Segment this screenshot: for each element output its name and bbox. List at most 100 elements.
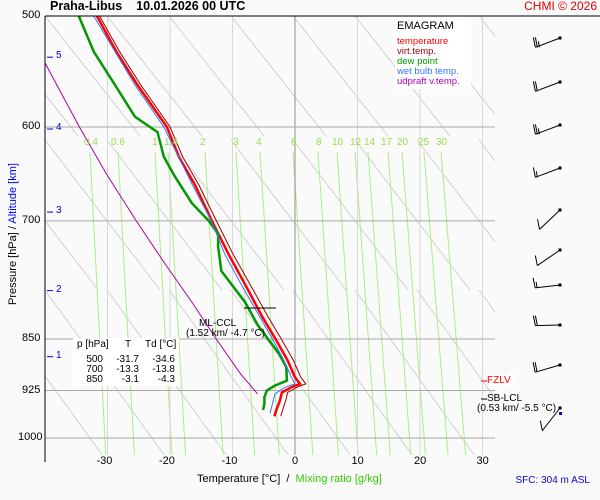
- dry-adiabat: [416, 139, 495, 243]
- temperature-tick-label: -30: [96, 455, 113, 467]
- dry-adiabat: [0, 16, 16, 136]
- wind-barb-flag: [534, 37, 538, 48]
- mixing-ratio-label: 0.6: [111, 137, 125, 148]
- pressure-tick-label: 925: [22, 383, 41, 396]
- mixing-ratio-label: 0.4: [84, 137, 98, 148]
- legend-item-updraft: udpraft v.temp.: [397, 76, 460, 87]
- table-header-t: T: [125, 339, 132, 350]
- mixing-ratio-line: [167, 151, 187, 455]
- table-header-p: p [hPa]: [77, 339, 109, 350]
- altitude-tick-label: 3: [56, 205, 62, 217]
- legend-item-temperature: temperature: [397, 36, 449, 47]
- mixing-ratio-label: 25: [418, 137, 430, 148]
- wind-barb-station-dot: [558, 363, 562, 367]
- wind-barb-station-dot: [558, 406, 562, 410]
- temperature-tick-label: 0: [292, 455, 299, 467]
- temperature-tick-label: 10: [351, 455, 364, 467]
- dry-adiabat: [478, 139, 495, 162]
- wind-barb-flag: [532, 277, 536, 288]
- mixing-ratio-label: 6: [291, 137, 297, 148]
- sb-lcl-label: SB-LCL: [487, 393, 523, 404]
- mixing-ratio-label: 1.4: [164, 137, 178, 148]
- wind-barb-half-flag: [535, 171, 538, 178]
- pressure-tick-label: 500: [22, 9, 41, 21]
- dry-adiabat: [230, 139, 347, 291]
- wind-barb-station-dot: [558, 323, 562, 327]
- wind-barb-shaft: [535, 167, 561, 178]
- series-line-wet-bulb-temp: [93, 16, 296, 414]
- wind-barb-flag: [534, 362, 538, 373]
- pressure-axis-label: Pressure [hPa]: [7, 232, 19, 305]
- wind-barb-flag: [532, 362, 536, 373]
- wind-barb-shaft: [535, 81, 561, 92]
- mixing-ratio-label: 1: [152, 137, 158, 148]
- table-cell: -13.3: [116, 364, 139, 375]
- mixing-ratio-line: [154, 151, 173, 455]
- mixing-ratio-line: [354, 151, 378, 455]
- copyright: CHMI © 2026: [524, 0, 597, 13]
- mixing-ratio-line: [317, 151, 339, 455]
- wind-barb-shaft: [537, 249, 561, 266]
- legend: EMAGRAM temperature virt.temp. dew point…: [395, 17, 471, 89]
- wind-barb-flag: [534, 315, 538, 326]
- pressure-tick-label: 850: [22, 332, 41, 345]
- x-axis-label: Temperature [°C] / Mixing ratio [g/kg]: [197, 473, 382, 485]
- dry-adiabat: [45, 220, 99, 291]
- temperature-tick-label: 30: [476, 455, 489, 467]
- wind-barb: [532, 362, 562, 373]
- wind-barb-station-dot: [558, 208, 562, 212]
- wind-barb-flag: [532, 81, 536, 92]
- temperature-tick-label: -10: [221, 455, 238, 467]
- dry-adiabat: [45, 93, 79, 137]
- table-cell: -3.1: [121, 374, 139, 385]
- legend-item-dew-point: dew point: [397, 56, 438, 67]
- pressure-tick-label: 1000: [18, 431, 43, 443]
- dry-adiabat: [230, 16, 327, 137]
- wind-barb-flag: [534, 255, 538, 266]
- dry-adiabat: [45, 374, 103, 455]
- dry-adiabat: [541, 140, 600, 290]
- wind-barb-flag: [534, 81, 538, 92]
- mixing-ratio-line: [387, 151, 412, 455]
- mixing-ratio-line: [235, 151, 256, 455]
- wind-barb: [537, 208, 562, 230]
- wind-barb-flag: [539, 420, 543, 431]
- mixing-ratio-line: [89, 151, 107, 455]
- wind-barb-station-dot: [558, 248, 562, 252]
- wind-barb-shaft: [535, 284, 561, 289]
- table-cell: -31.7: [116, 354, 139, 365]
- wind-barb-flag: [537, 219, 541, 230]
- wind-barb-half-flag: [537, 128, 540, 135]
- sb-lcl-value: (0.53 km/ -5.5 °C): [477, 403, 557, 414]
- mixing-ratio-line: [401, 151, 426, 455]
- dry-adiabat: [106, 16, 203, 137]
- mixing-ratio-label: 4: [256, 137, 262, 148]
- dry-adiabat: [168, 289, 289, 455]
- pressure-tick-label: 700: [22, 213, 41, 226]
- mixing-ratio-label: 10: [332, 137, 344, 148]
- table-cell: -13.8: [152, 364, 175, 375]
- mixing-ratio-line: [336, 151, 359, 455]
- table-cell: -4.3: [157, 374, 175, 385]
- dry-adiabat: [45, 16, 141, 137]
- dry-adiabat: [168, 16, 265, 137]
- mixing-ratio-line: [367, 151, 391, 455]
- table-cell: 500: [86, 354, 103, 365]
- table-cell: 700: [86, 364, 103, 375]
- wind-barb-station-dot: [558, 123, 562, 127]
- mixing-ratio-label: 8: [316, 137, 322, 148]
- legend-item-wet-bulb: wet bulb temp.: [397, 66, 459, 77]
- wind-barb: [532, 123, 562, 135]
- mixing-ratio-line: [292, 151, 314, 455]
- wind-barb-flag: [532, 315, 536, 326]
- mixing-ratio-line: [423, 151, 449, 455]
- wind-barb: [532, 36, 562, 48]
- dry-adiabat: [45, 139, 161, 291]
- altitude-tick-label: 5: [56, 50, 62, 62]
- wind-barb: [532, 166, 562, 178]
- dry-adiabat: [478, 16, 495, 38]
- mixing-ratio-label: 14: [364, 137, 376, 148]
- series-line-temperature: [95, 16, 302, 417]
- wind-barb-half-flag: [537, 41, 540, 48]
